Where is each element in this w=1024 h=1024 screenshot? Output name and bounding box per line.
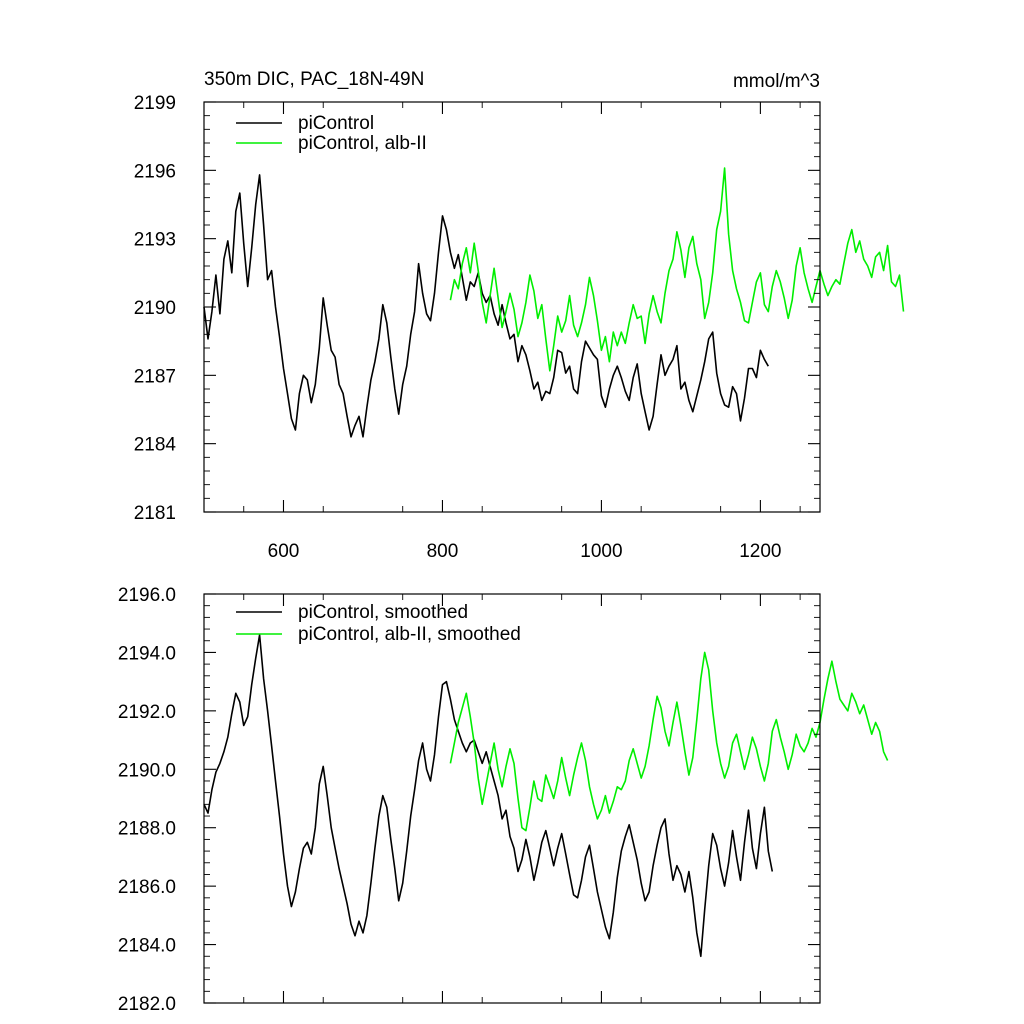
y-tick-label: 2187: [134, 366, 176, 387]
bottom-chart-panel: piControl, smoothed piControl, alb-II, s…: [118, 585, 889, 1015]
series-lines: [203, 167, 905, 438]
series-lines: [203, 634, 889, 958]
y-tick-label: 2181: [134, 503, 176, 524]
legend-label-alb-ii-smoothed: piControl, alb-II, smoothed: [298, 624, 521, 645]
series-line-alb-ii: [449, 651, 889, 832]
y-tick-label: 2188.0: [118, 819, 176, 840]
y-tick-label: 2193: [134, 230, 176, 251]
x-tick-label: 1000: [580, 541, 622, 562]
y-tick-label: 2196: [134, 161, 176, 182]
legend: piControl piControl, alb-II: [236, 113, 427, 154]
y-tick-label: 2186.0: [118, 877, 176, 898]
legend-label-picontrol: piControl: [298, 113, 374, 134]
plot-frame: [203, 101, 821, 513]
series-line-picontrol: [203, 174, 769, 438]
y-tick-label: 2190: [134, 298, 176, 319]
y-tick-label: 2184.0: [118, 936, 176, 957]
series-line-alb-ii: [449, 167, 905, 372]
legend-label-alb-ii: piControl, alb-II: [298, 133, 427, 154]
chart-title: 350m DIC, PAC_18N-49N: [204, 69, 424, 90]
x-tick-label: 800: [427, 541, 459, 562]
legend-label-picontrol-smoothed: piControl, smoothed: [298, 602, 468, 623]
units-label: mmol/m^3: [733, 71, 820, 92]
y-tick-label: 2194.0: [118, 643, 176, 664]
plot-frame: [203, 593, 821, 1004]
y-tick-label: 2199: [134, 93, 176, 114]
y-tick-label: 2190.0: [118, 760, 176, 781]
x-tick-label: 600: [268, 541, 300, 562]
series-line-picontrol: [203, 634, 774, 958]
y-tick-label: 2192.0: [118, 702, 176, 723]
y-tick-label: 2182.0: [118, 994, 176, 1015]
top-chart-panel: 350m DIC, PAC_18N-49N mmol/m^3 piControl…: [134, 69, 905, 562]
legend: piControl, smoothed piControl, alb-II, s…: [236, 602, 521, 645]
x-tick-label: 1200: [739, 541, 781, 562]
y-tick-label: 2184: [134, 435, 177, 456]
y-tick-label: 2196.0: [118, 585, 176, 606]
